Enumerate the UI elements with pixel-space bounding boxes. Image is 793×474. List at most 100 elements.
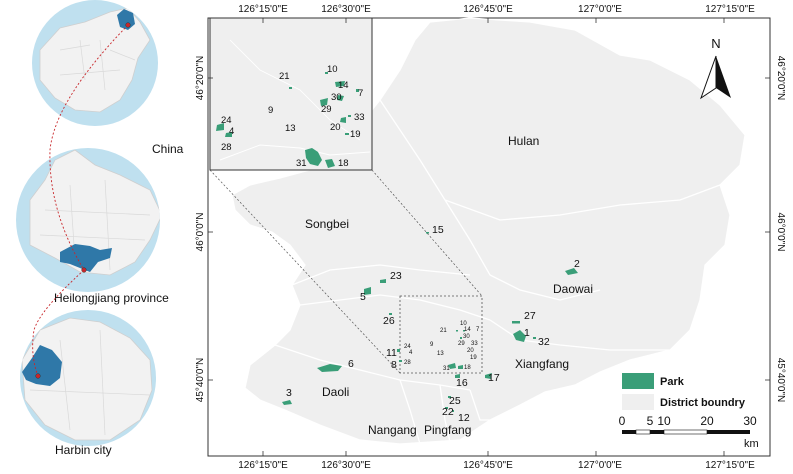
- tick-top-2: 126°30'0"E: [321, 4, 371, 15]
- axis-top-labels: 126°15'0"E 126°30'0"E 126°45'0"E 127°0'0…: [238, 4, 755, 15]
- legend: Park District boundry: [622, 373, 746, 410]
- tick-top-3: 126°45'0"E: [463, 4, 513, 15]
- park-label-26: 26: [383, 315, 395, 327]
- inset-label-29: 29: [321, 104, 332, 115]
- cluster-label-9: 9: [430, 342, 434, 348]
- district-daowai: Daowai: [553, 282, 593, 296]
- cluster-label-21: 21: [440, 328, 447, 334]
- north-label: N: [711, 36, 720, 51]
- district-songbei: Songbei: [305, 217, 349, 231]
- park-label-17: 17: [488, 372, 500, 384]
- park-label-6: 6: [348, 358, 354, 370]
- legend-district-swatch: [622, 394, 654, 410]
- scale-unit: km: [744, 438, 759, 450]
- tick-bottom-1: 126°15'0"E: [238, 460, 288, 471]
- district-nangang: Nangang: [368, 423, 417, 437]
- locator-harbin: Harbin city: [20, 310, 156, 457]
- scale-tick-10: 10: [657, 414, 671, 428]
- district-area: [231, 17, 746, 445]
- inset-label-14: 14: [338, 80, 349, 91]
- scale-bar: 0 5 10 20 30 km: [619, 414, 759, 450]
- inset-extent-box: [399, 295, 483, 374]
- scale-tick-30: 30: [743, 414, 757, 428]
- park-label-2: 2: [574, 258, 580, 270]
- park-labels: 2 27 1 32 6 3 5 23 26 11 8 15 16 17 25 2…: [286, 224, 580, 424]
- scale-tick-5: 5: [647, 414, 654, 428]
- axis-bottom-labels: 126°15'0"E 126°30'0"E 126°45'0"E 127°0'0…: [238, 460, 755, 471]
- north-arrow: N: [700, 36, 731, 100]
- tick-bottom-2: 126°30'0"E: [321, 460, 371, 471]
- cluster-label-33: 33: [471, 341, 478, 347]
- axis-left-labels: 46°20'0"N 46°0'0"N 45°40'0"N: [195, 56, 206, 403]
- inset-label-7: 7: [358, 88, 363, 99]
- inset-label-21: 21: [279, 71, 290, 82]
- tick-bottom-3: 126°45'0"E: [463, 460, 513, 471]
- park-label-25: 25: [449, 395, 461, 407]
- tick-left-3: 45°40'0"N: [195, 358, 206, 403]
- tick-right-2: 46°0'0"N: [775, 213, 786, 252]
- inset-label-20: 20: [330, 122, 341, 133]
- cluster-label-20: 20: [467, 348, 474, 354]
- tick-top-4: 127°0'0"E: [578, 4, 622, 15]
- cluster-label-30: 30: [463, 334, 470, 340]
- locator-connectors: [32, 24, 129, 377]
- legend-park-label: Park: [660, 376, 685, 388]
- inset-label-28: 28: [221, 142, 232, 153]
- cluster-label-14: 14: [464, 327, 471, 333]
- axis-right-labels: 46°20'0"N 46°0'0"N 45°40'0"N: [775, 56, 786, 403]
- tick-bottom-5: 127°15'0"E: [705, 460, 755, 471]
- inset-label-4: 4: [229, 126, 234, 137]
- cluster-label-13: 13: [437, 351, 444, 357]
- tick-top-5: 127°15'0"E: [705, 4, 755, 15]
- park-label-27: 27: [524, 310, 536, 322]
- city-label: Harbin city: [55, 443, 112, 457]
- park-label-3: 3: [286, 387, 292, 399]
- cluster-label-19: 19: [470, 355, 477, 361]
- park-label-1: 1: [524, 327, 530, 339]
- tick-right-3: 45°40'0"N: [775, 358, 786, 403]
- inset-label-24: 24: [221, 115, 232, 126]
- inset-label-31: 31: [296, 158, 307, 169]
- legend-park-swatch: [622, 373, 654, 389]
- park-label-12: 12: [458, 412, 470, 424]
- tick-left-2: 46°0'0"N: [195, 213, 206, 252]
- locator-heilongjiang: Heilongjiang province: [16, 148, 169, 305]
- cluster-label-4: 4: [409, 350, 413, 356]
- inset-label-33: 33: [354, 112, 365, 123]
- cluster-label-29: 29: [458, 341, 465, 347]
- cluster-label-7: 7: [476, 327, 480, 333]
- inset-label-10: 10: [327, 64, 338, 75]
- park-label-15: 15: [432, 224, 444, 236]
- tick-right-1: 46°20'0"N: [775, 56, 786, 101]
- district-daoli: Daoli: [322, 385, 349, 399]
- park-label-23: 23: [390, 270, 402, 282]
- park-label-11: 11: [386, 347, 397, 359]
- inset-label-9: 9: [268, 105, 273, 116]
- park-label-32: 32: [538, 336, 550, 348]
- cluster-label-28: 28: [404, 360, 411, 366]
- district-hulan: Hulan: [508, 134, 539, 148]
- tick-left-1: 46°20'0"N: [195, 56, 206, 101]
- inset-label-30: 30: [331, 92, 342, 103]
- district-labels: Hulan Songbei Daowai Xiangfang Daoli Nan…: [305, 134, 593, 437]
- district-pingfang: Pingfang: [424, 423, 471, 437]
- park-label-22: 22: [442, 406, 454, 418]
- tick-bottom-4: 127°0'0"E: [578, 460, 622, 471]
- scale-tick-0: 0: [619, 414, 626, 428]
- inset-label-18: 18: [338, 158, 349, 169]
- cluster-label-18: 18: [464, 365, 471, 371]
- legend-district-label: District boundry: [660, 397, 746, 409]
- inset-map: 10 14 7 30 29 33 20 19 21 9 13 24 4 28 3…: [209, 17, 373, 171]
- scale-tick-20: 20: [700, 414, 714, 428]
- inset-label-13: 13: [285, 123, 296, 134]
- cluster-label-24: 24: [404, 344, 411, 350]
- inset-label-19: 19: [350, 129, 361, 140]
- park-label-16: 16: [456, 377, 468, 389]
- tick-top-1: 126°15'0"E: [238, 4, 288, 15]
- park-polygons: [282, 232, 578, 412]
- china-label: China: [152, 142, 184, 156]
- cluster-label-10: 10: [460, 321, 467, 327]
- cluster-label-31: 31: [443, 366, 450, 372]
- district-xiangfang: Xiangfang: [515, 357, 569, 371]
